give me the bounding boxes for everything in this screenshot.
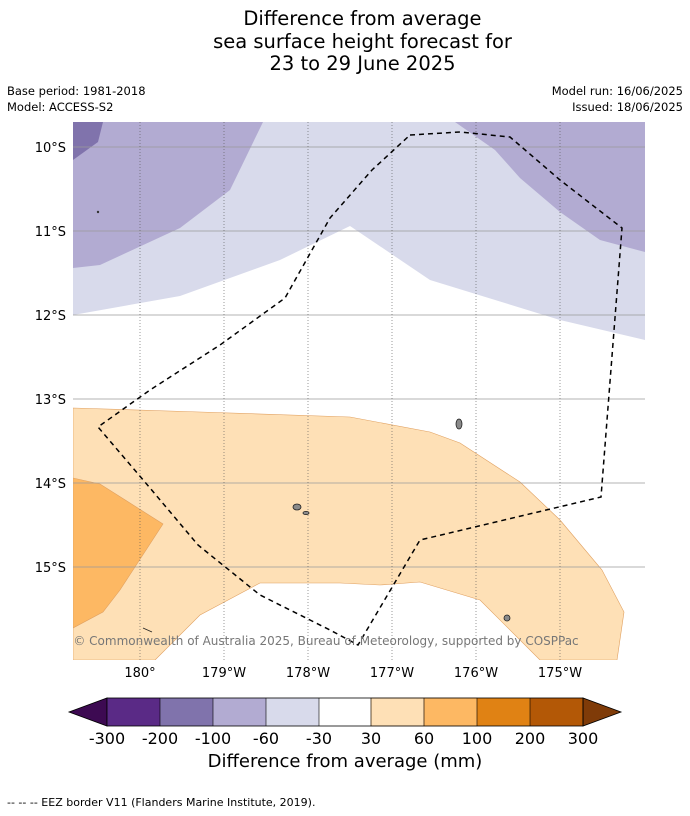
colorbar-tick: 300 [568,729,599,748]
lon-label: 176°W [454,666,498,681]
islands [142,418,511,633]
island-southeast [503,614,511,622]
graticule [73,122,645,660]
colorbar-tick: -30 [306,729,332,748]
map-area: © Commonwealth of Australia 2025, Bureau… [73,122,645,660]
zone-plus-30 [73,407,625,660]
title-line-1: Difference from average [243,7,482,30]
colorbar-bin [319,698,371,726]
lat-label: 12°S [35,309,66,324]
colorbar-bin [477,698,530,726]
island-small-north [96,210,100,214]
colorbar-tick: -300 [89,729,125,748]
meta-right: Model run: 16/06/2025 Issued: 18/06/2025 [552,83,683,115]
lat-label: 13°S [35,393,66,408]
island-wallis [455,418,463,430]
colorbar-tick: -200 [142,729,178,748]
lat-label: 10°S [35,141,66,156]
zone-plus-60 [73,477,164,629]
colorbar-high-extension [582,697,623,727]
latitude-labels: 10°S 11°S 12°S 13°S 14°S 15°S [35,141,66,576]
zone-minus-100 [73,122,103,160]
colorbar-tick: 200 [515,729,546,748]
title-line-3: 23 to 29 June 2025 [269,52,456,75]
colorbar-bin [423,697,478,727]
zone-minus-60-east [455,122,645,252]
colorbar: -300 -200 -100 -60 -30 30 60 100 200 300 [67,697,623,748]
title-line-2: sea surface height forecast for [213,29,512,53]
colorbar-bin [107,698,160,726]
colorbar-bin [213,698,266,726]
copyright-notice: © Commonwealth of Australia 2025, Bureau… [73,634,578,648]
colorbar-tick: -60 [253,729,279,748]
colorbar-low-extension [67,697,108,727]
lat-label: 14°S [35,477,66,492]
lon-label: 180° [124,666,155,681]
lat-label: 11°S [35,225,66,240]
lon-label: 175°W [538,666,582,681]
island-futuna [292,503,302,511]
island-alofi [302,510,310,515]
issued-date: Issued: 18/06/2025 [572,100,683,114]
model-run: Model run: 16/06/2025 [551,84,683,98]
model-name: Model: ACCESS-S2 [7,100,114,114]
colorbar-tick: 30 [361,729,381,748]
lon-label: 179°W [202,666,246,681]
colorbar-label: Difference from average (mm) [207,751,483,772]
chart-title: Difference from average sea surface heig… [0,7,690,76]
zone-minus-60-west [73,122,263,268]
eez-legend-note: -- -- -- EEZ border V11 (Flanders Marine… [7,796,316,809]
colorbar-bin [266,698,319,726]
eez-border [96,131,623,647]
island-southwest [142,627,153,633]
base-period: Base period: 1981-2018 [7,84,146,98]
colorbar-bin [160,698,213,726]
lon-label: 178°W [286,666,330,681]
colorbar-bin [530,698,583,726]
longitude-labels: 180° 179°W 178°W 177°W 176°W 175°W [124,666,582,681]
colorbar-tick: -100 [195,729,231,748]
lon-label: 177°W [370,666,414,681]
meta-left: Base period: 1981-2018 Model: ACCESS-S2 [7,83,146,115]
colorbar-tick: 100 [462,729,493,748]
lat-label: 15°S [35,561,66,576]
colorbar-bin [370,697,425,727]
colorbar-tick: 60 [414,729,434,748]
colorbar-ticks: -300 -200 -100 -60 -30 30 60 100 200 300 [89,729,598,748]
